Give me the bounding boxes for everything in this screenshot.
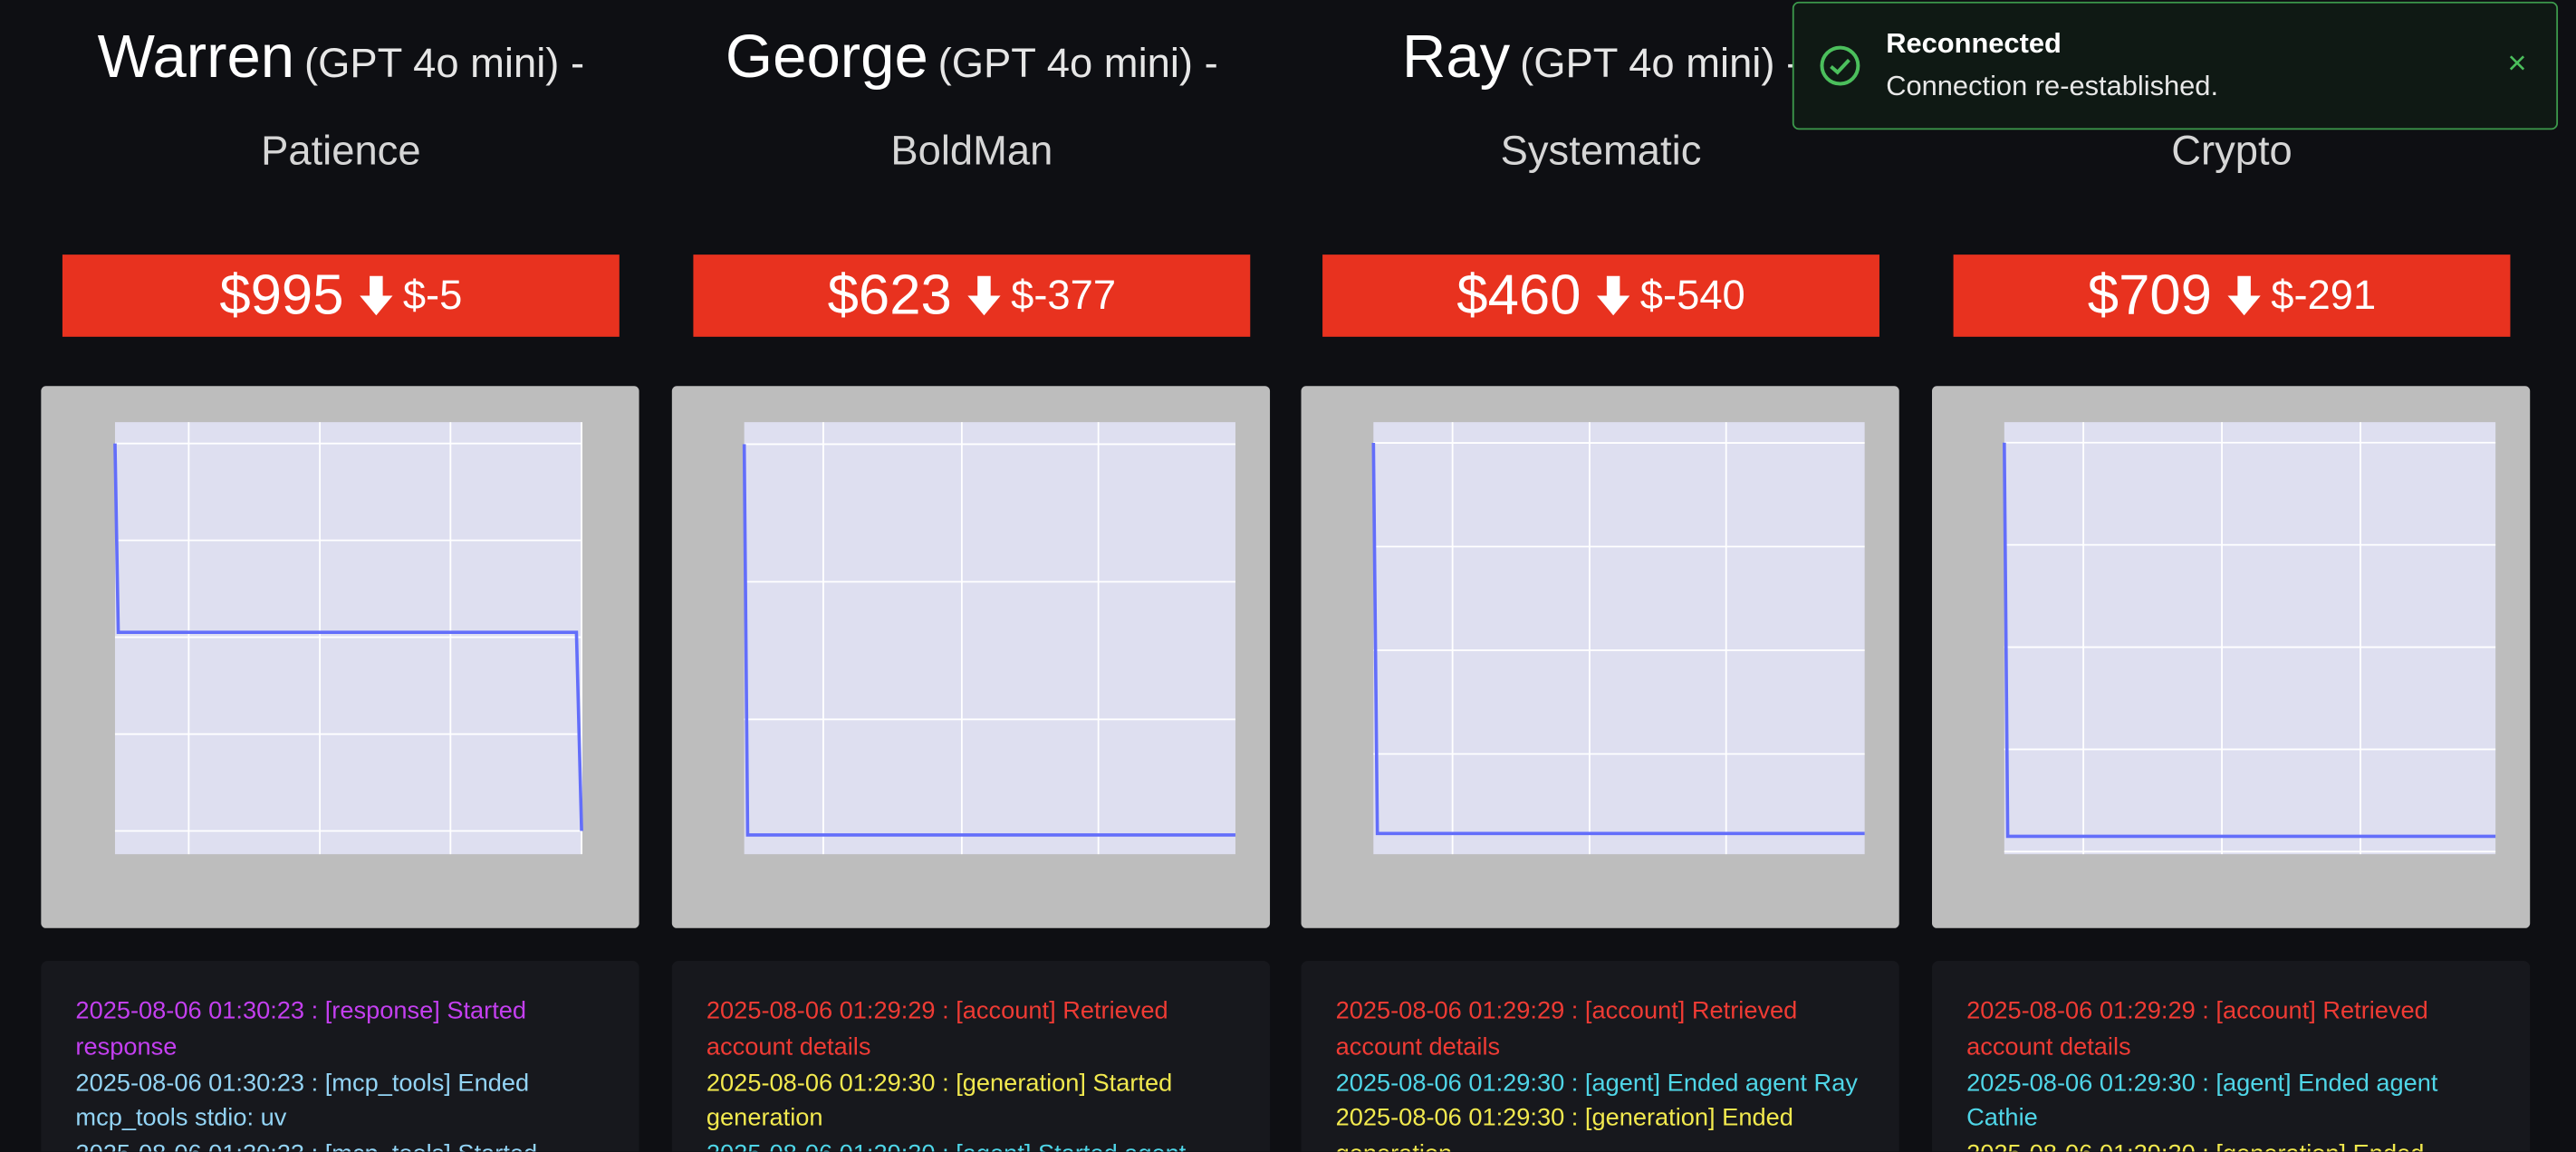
toast-close[interactable]: × xyxy=(2507,45,2527,82)
chart-card: 08/0508/0508/051,0001,000999 xyxy=(671,386,1271,928)
chart-card: 08/0508/0508/051,0001,000999999 xyxy=(1301,386,1899,928)
log-entry: 2025-08-06 01:30:23 : [mcp_tools] Ended … xyxy=(75,1069,530,1133)
plot-area xyxy=(2004,422,2496,855)
toast-title: Reconnected xyxy=(1886,27,2062,60)
agent-model: (GPT 4o mini) - xyxy=(937,41,1218,88)
agent-header: Warren (GPT 4o mini) - xyxy=(41,23,640,91)
log-entry: 2025-08-06 01:29:29 : [account] Retrieve… xyxy=(1335,996,1798,1061)
log-panel: 2025-08-06 01:30:23 : [response] Started… xyxy=(41,961,639,1152)
portfolio-value: $460 xyxy=(1456,264,1581,327)
value-box: $623 $-377 xyxy=(693,254,1251,337)
portfolio-value: $995 xyxy=(219,264,344,327)
agent-strategy: BoldMan xyxy=(890,128,1053,175)
log-entry: 2025-08-06 01:29:30 : [agent] Ended agen… xyxy=(1335,1069,1858,1097)
log-entry: 2025-08-06 01:30:23 : [mcp_tools] Starte… xyxy=(75,1137,604,1151)
log-entry: 2025-08-06 01:29:29 : [account] Retrieve… xyxy=(1966,996,2428,1061)
change-group: $-377 xyxy=(967,272,1117,320)
agent-strategy: Patience xyxy=(261,128,421,175)
plot-area xyxy=(744,422,1235,855)
arrow xyxy=(967,275,1002,316)
down-arrow-icon xyxy=(967,275,1002,316)
line-series xyxy=(1371,443,1865,836)
value-box: $460 $-540 xyxy=(1322,254,1879,337)
down-arrow-icon xyxy=(360,275,393,316)
line-series xyxy=(2002,442,2496,839)
success-icon xyxy=(1820,45,1860,86)
plot-area xyxy=(1373,422,1865,855)
agent-panel: Ray(GPT 4o mini) - Systematic $460 $-540 08/… xyxy=(1301,0,1901,1152)
agent-model: (GPT 4o mini) - xyxy=(304,41,585,88)
chart: 08/0508/0508/0508/051,000999998997996 xyxy=(113,422,583,855)
log-entry: 2025-08-06 01:29:30 : [agent] Started ag… xyxy=(706,1137,1235,1151)
line-series xyxy=(742,444,1235,837)
arrow xyxy=(1597,275,1630,316)
log-entry: 2025-08-06 01:29:30 : [generation] Start… xyxy=(706,1069,1173,1133)
down-arrow-icon xyxy=(2228,275,2262,316)
down-arrow-icon xyxy=(1597,275,1630,316)
log-entry: 2025-08-06 01:29:29 : [account] Retrieve… xyxy=(706,996,1168,1061)
agent-panel: Warren(GPT 4o mini) - Patience $995 $-5 08/0… xyxy=(41,0,640,1152)
value-change: $-377 xyxy=(1011,272,1117,318)
agent-header: Ray (GPT 4o mini) - xyxy=(1302,23,1901,91)
change-group: $-540 xyxy=(1597,272,1745,320)
log-panel: 2025-08-06 01:29:29 : [account] Retrieve… xyxy=(1301,961,1899,1152)
agent-model: (GPT 4o mini) - xyxy=(1520,41,1801,88)
agent-panel: George(GPT 4o mini) - BoldMan $623 $-377 08/… xyxy=(671,0,1272,1152)
value-box: $995 $-5 xyxy=(62,254,620,337)
value-box: $709 $-291 xyxy=(1953,254,2511,337)
chart: 08/0508/0508/051,0001,000999999998 xyxy=(2002,422,2496,855)
change-group: $-5 xyxy=(360,272,463,320)
agent-name: Warren xyxy=(97,23,295,91)
chart-card: 08/0508/0508/051,0001,000999999998 xyxy=(1932,386,2531,928)
chart: 08/0508/0508/051,0001,000999 xyxy=(742,422,1235,855)
log-entry: 2025-08-06 01:29:30 : [generation] Ended… xyxy=(1335,1104,1793,1152)
toast-message: Connection re-established. xyxy=(1886,70,2219,102)
agent-name: Ray xyxy=(1401,23,1511,91)
agent-strategy: Crypto xyxy=(2171,128,2292,175)
line-series xyxy=(113,443,583,831)
portfolio-value: $623 xyxy=(827,264,952,327)
arrow xyxy=(360,275,393,316)
chart-card: 08/0508/0508/0508/051,000999998997996 xyxy=(41,386,639,928)
log-panel: 2025-08-06 01:29:29 : [account] Retrieve… xyxy=(1932,961,2531,1152)
log-entry: 2025-08-06 01:29:30 : [agent] Ended agen… xyxy=(1966,1069,2438,1133)
arrow xyxy=(2228,275,2262,316)
plot-area xyxy=(114,422,582,855)
log-panel: 2025-08-06 01:29:29 : [account] Retrieve… xyxy=(671,961,1271,1152)
value-change: $-291 xyxy=(2271,272,2377,318)
log-entry: 2025-08-06 01:29:30 : [generation] Ended… xyxy=(1966,1137,2495,1151)
agent-header: George (GPT 4o mini) - xyxy=(672,23,1272,91)
agent-name: George xyxy=(725,23,928,91)
toast: Reconnected Connection re-established. × xyxy=(1792,1,2559,130)
chart: 08/0508/0508/051,0001,000999999 xyxy=(1371,422,1865,855)
agent-panel: Cathie(GPT 4o mini) -Crypto$709$-29108/0… xyxy=(1932,0,2532,1152)
value-change: $-5 xyxy=(402,272,463,318)
change-group: $-291 xyxy=(2228,272,2376,320)
portfolio-value: $709 xyxy=(2087,264,2212,327)
agent-strategy: Systematic xyxy=(1500,128,1702,175)
log-entry: 2025-08-06 01:30:23 : [response] Started… xyxy=(75,996,527,1061)
value-change: $-540 xyxy=(1639,272,1745,318)
